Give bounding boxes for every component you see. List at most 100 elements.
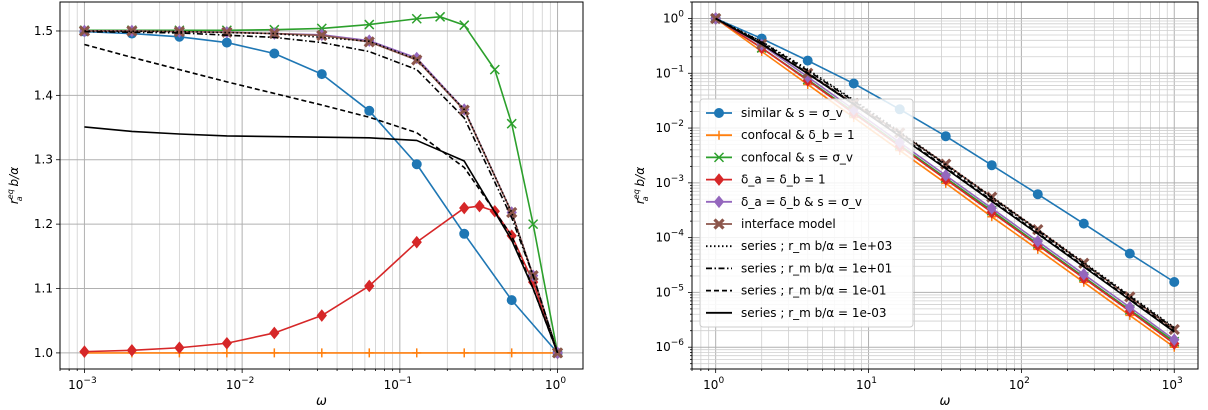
data-point: [126, 344, 138, 357]
series-s_e-3: [715, 17, 1175, 333]
y-tick-label: 10−5: [655, 283, 684, 299]
series-line-s_e3: [715, 17, 1175, 329]
series-line-s_e3: [84, 30, 559, 354]
data-point: [802, 55, 813, 66]
data-point: [78, 25, 91, 37]
data-point: [364, 19, 375, 30]
data-point: [507, 348, 517, 358]
data-point: [986, 202, 997, 215]
data-point: [269, 48, 280, 59]
data-point: [1169, 276, 1180, 287]
series-line-s_e-3: [715, 17, 1175, 333]
data-point: [940, 169, 951, 182]
data-point: [174, 341, 185, 355]
x-axis-label: ω: [316, 394, 327, 409]
legend-entry: similar & s = σ_v: [706, 106, 843, 120]
legend-frame: [699, 98, 914, 328]
series-line-similar: [84, 30, 559, 354]
data-point: [126, 25, 138, 37]
legend-marker: [713, 218, 725, 230]
legend-entry: series ; r_m b/α = 1e+03: [706, 239, 892, 253]
data-point: [459, 20, 470, 31]
y-tick-label: 1.0: [34, 346, 53, 360]
legend-marker: [714, 130, 724, 140]
legend-marker: [713, 195, 725, 209]
series-line-s_e1: [84, 30, 559, 354]
y-tick-label: 1.5: [34, 24, 53, 38]
data-point: [506, 206, 518, 219]
data-point: [316, 29, 328, 42]
data-point: [411, 159, 422, 170]
legend-label: series ; r_m b/α = 1e+03: [741, 239, 892, 253]
data-point: [848, 78, 859, 89]
x-tick-label: 103: [1162, 376, 1183, 392]
x-tick-label: 102: [1009, 376, 1030, 392]
data-point: [459, 348, 469, 358]
y-tick-label: 1.1: [34, 282, 53, 296]
x-tick-label: 10−3: [68, 376, 97, 392]
data-point: [221, 336, 232, 350]
data-point: [1032, 189, 1043, 200]
legend: similar & s = σ_v confocal & δ_b = 1 confo…: [699, 98, 914, 328]
data-point: [222, 348, 232, 358]
legend-label: confocal & s = σ_v: [741, 150, 853, 164]
legend-label: similar & s = σ_v: [741, 106, 843, 120]
data-point: [411, 13, 422, 24]
data-point: [506, 118, 517, 129]
legend-label: interface model: [741, 217, 836, 231]
series-line-s_e-1: [84, 43, 559, 354]
y-axis: 10−6 10−5 10−4 10−3 10−2 10−1 100 reqa b/α: [632, 1, 692, 370]
x-axis-label: ω: [940, 394, 951, 409]
y-tick-label: 10−3: [655, 174, 684, 190]
data-point: [268, 27, 280, 40]
series-s_e3: [84, 30, 559, 354]
y-axis: 1.0 1.1 1.2 1.3 1.4 1.5 reqa b/α: [6, 24, 60, 360]
legend-label: δ_a = δ_b = 1: [741, 173, 826, 187]
data-point: [528, 219, 539, 230]
data-point: [489, 64, 500, 75]
legend-marker: [713, 173, 725, 186]
chart-2: 100 101 102 103 ω 10−6 10−5 10−4 10−3 10−2 10−1 100…: [632, 1, 1199, 409]
series-s_e1: [715, 17, 1175, 330]
series-s_e3: [715, 17, 1175, 329]
data-point: [710, 12, 722, 25]
y-axis-label: reqa b/α: [632, 167, 650, 204]
data-point: [1078, 218, 1089, 229]
series-line-delta_s: [84, 30, 559, 354]
data-point: [459, 201, 470, 215]
legend-marker: [714, 108, 724, 118]
legend-label: series ; r_m b/α = 1e-03: [741, 306, 887, 320]
x-tick-label: 101: [856, 376, 877, 392]
y-tick-label: 1.2: [34, 217, 53, 231]
data-point: [1078, 268, 1089, 281]
data-point: [316, 309, 327, 322]
data-point: [364, 279, 375, 293]
x-axis: 10−3 10−2 10−1 100 ω: [59, 369, 566, 409]
series-similar: [79, 26, 563, 358]
series-s_e-3: [84, 126, 559, 354]
series-s_e-1: [84, 43, 559, 354]
legend-entry: series ; r_m b/α = 1e-03: [706, 306, 887, 320]
data-point: [940, 131, 951, 142]
data-point: [551, 347, 564, 359]
data-point: [364, 348, 374, 358]
data-point: [411, 235, 422, 249]
x-tick-label: 10−2: [226, 376, 255, 392]
data-point: [459, 228, 470, 239]
data-point: [173, 25, 186, 38]
data-point: [435, 11, 446, 22]
data-point: [364, 105, 375, 116]
data-point: [316, 69, 327, 80]
legend-label: confocal & δ_b = 1: [741, 128, 855, 142]
data-point: [506, 295, 517, 306]
x-axis: 100 101 102 103 ω: [691, 369, 1183, 409]
legend-label: series ; r_m b/α = 1e-01: [741, 284, 887, 298]
series-line-delta_eq: [84, 205, 559, 354]
data-point: [412, 348, 422, 358]
legend-entry: series ; r_m b/α = 1e+01: [706, 261, 892, 275]
x-tick-label: 100: [703, 376, 724, 392]
series-s_e1: [84, 30, 559, 354]
axes-frame: [59, 1, 584, 370]
chart-1: 10−3 10−2 10−1 100 ω 1.0 1.1 1.2 1.3 1.4 1.5 reqa b…: [6, 1, 584, 409]
